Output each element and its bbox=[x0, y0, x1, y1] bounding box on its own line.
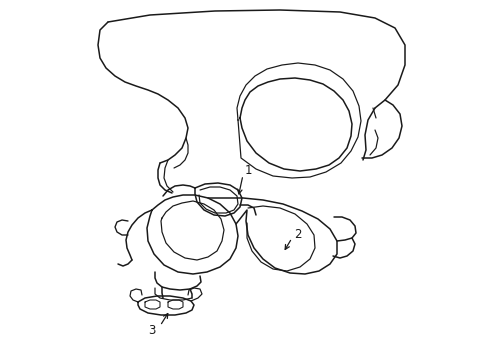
Text: 2: 2 bbox=[293, 228, 301, 240]
Text: 1: 1 bbox=[244, 163, 252, 176]
Text: 3: 3 bbox=[148, 324, 155, 337]
